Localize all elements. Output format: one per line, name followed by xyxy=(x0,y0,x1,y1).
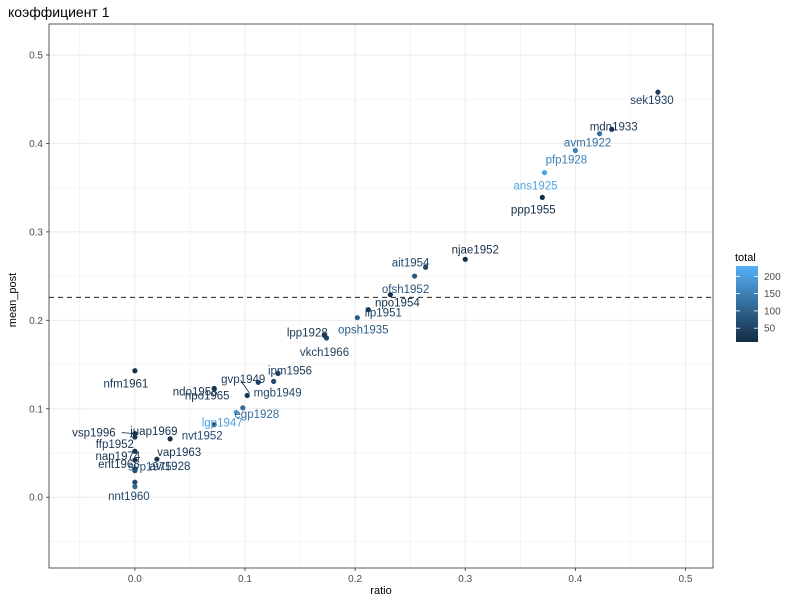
data-point xyxy=(541,170,548,176)
data-point xyxy=(572,147,578,154)
data-point xyxy=(275,370,281,376)
legend-break-label: 200 xyxy=(764,272,781,283)
point-label: juap1969 xyxy=(129,426,177,438)
data-point xyxy=(596,131,603,137)
data-point xyxy=(132,479,138,485)
data-point xyxy=(233,409,239,415)
chart-title: коэффициент 1 xyxy=(8,4,110,20)
point-label: vap1963 xyxy=(157,447,201,459)
x-tick-label: 0.3 xyxy=(458,574,472,585)
point-label: ppp1955 xyxy=(511,204,556,216)
y-tick-label: 0.5 xyxy=(29,50,43,61)
data-point xyxy=(271,378,277,384)
data-points xyxy=(132,89,661,490)
label-leader xyxy=(121,432,133,434)
point-label: pfp1928 xyxy=(546,154,588,166)
data-point xyxy=(154,456,160,462)
data-point xyxy=(323,335,330,341)
data-point xyxy=(462,256,468,262)
data-point xyxy=(211,422,217,428)
point-label: sek1930 xyxy=(630,95,673,107)
y-tick-label: 0.4 xyxy=(29,139,43,150)
point-label: nnt1960 xyxy=(108,491,150,503)
data-point xyxy=(244,392,250,399)
point-label: njae1952 xyxy=(452,244,499,256)
data-point xyxy=(211,385,217,392)
data-point xyxy=(132,484,138,490)
data-point xyxy=(365,307,371,313)
legend-break-label: 100 xyxy=(764,306,781,317)
label-leader xyxy=(240,380,250,394)
x-axis-ticks: 0.0 0.1 0.2 0.3 0.4 0.5 xyxy=(128,568,693,585)
point-label: npo1954 xyxy=(375,298,420,310)
point-label: ent1968 xyxy=(98,459,140,471)
x-tick-label: 0.0 xyxy=(128,574,142,585)
point-label: mgb1949 xyxy=(254,387,302,399)
point-label: lgp1947 xyxy=(202,417,243,429)
y-tick-label: 0.3 xyxy=(29,227,43,238)
point-label: opsh1935 xyxy=(338,325,389,337)
legend-title: total xyxy=(735,252,756,264)
legend-break-label: 50 xyxy=(764,324,776,335)
x-axis-title: ratio xyxy=(370,585,391,597)
point-label: ans1925 xyxy=(513,181,557,193)
data-point xyxy=(132,368,138,374)
point-label: vkch1966 xyxy=(300,347,349,359)
y-axis-title: mean_post xyxy=(7,273,19,327)
point-label: ofsh1952 xyxy=(382,284,429,296)
point-label: ipm1956 xyxy=(268,365,312,377)
x-tick-label: 0.1 xyxy=(238,574,252,585)
data-point xyxy=(255,379,261,385)
data-point xyxy=(132,457,138,463)
data-point xyxy=(387,292,393,298)
point-label: avm1922 xyxy=(564,138,611,150)
point-label: nfm1961 xyxy=(104,379,149,391)
y-axis-ticks: 0.0 0.1 0.2 0.3 0.4 0.5 xyxy=(29,50,49,504)
y-tick-label: 0.0 xyxy=(29,493,43,504)
data-point xyxy=(354,315,360,321)
plot-panel xyxy=(48,23,714,569)
data-point xyxy=(411,273,418,279)
data-point xyxy=(609,126,615,132)
point-label: egp1928 xyxy=(234,409,279,421)
grid-lines xyxy=(49,24,713,568)
color-legend: total 50 100 150 200 xyxy=(735,252,781,342)
data-point xyxy=(132,434,138,440)
point-label: lpp1928 xyxy=(287,327,328,339)
point-label: ndo1958 xyxy=(173,386,218,398)
x-tick-label: 0.5 xyxy=(679,574,693,585)
y-tick-label: 0.2 xyxy=(29,316,43,327)
point-label: ait1954 xyxy=(392,257,430,269)
y-tick-label: 0.1 xyxy=(29,404,43,415)
point-label: nap1974 xyxy=(95,451,140,463)
point-label: svp1975 xyxy=(128,462,171,474)
point-label: iip1951 xyxy=(365,308,402,320)
data-point xyxy=(422,264,429,270)
data-point xyxy=(132,468,138,474)
data-point xyxy=(240,405,246,411)
x-tick-label: 0.4 xyxy=(568,574,582,585)
data-point xyxy=(167,436,173,442)
point-label: avt1928 xyxy=(149,461,190,473)
x-tick-label: 0.2 xyxy=(348,574,362,585)
data-point xyxy=(132,448,138,454)
point-labels: sek1930 mdn1933 avm1922 pfp1928 ans1925 ppp19… xyxy=(72,95,674,503)
data-point xyxy=(539,194,545,200)
point-label: nvt1952 xyxy=(182,431,223,443)
data-point xyxy=(655,89,661,95)
point-label: gvp1949 xyxy=(221,374,265,386)
point-label: npo1965 xyxy=(185,391,230,403)
point-label: mdn1933 xyxy=(590,121,638,133)
legend-break-label: 150 xyxy=(764,289,781,300)
point-label: vsp1996 xyxy=(72,428,115,440)
point-label: ffp1952 xyxy=(96,439,134,451)
colorbar xyxy=(736,266,758,342)
